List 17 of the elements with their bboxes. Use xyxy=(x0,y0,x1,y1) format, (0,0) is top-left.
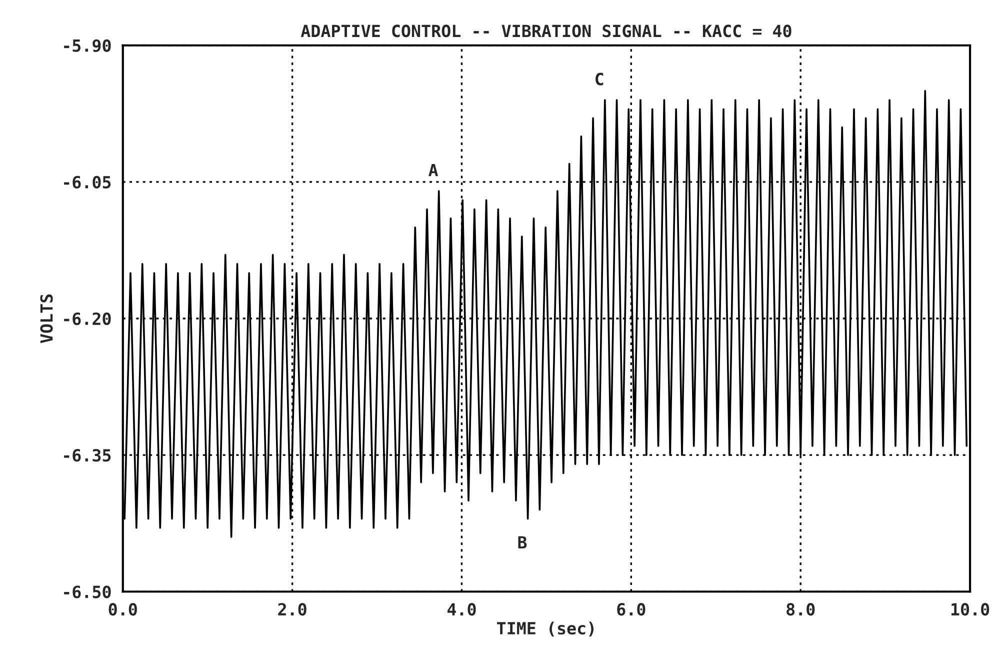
chart-title: ADAPTIVE CONTROL -- VIBRATION SIGNAL -- KACC = 40 xyxy=(300,24,792,38)
x-tick-label: 10.0 xyxy=(951,603,990,616)
x-tick-label: 2.0 xyxy=(278,603,306,616)
annotation: B xyxy=(518,536,527,548)
x-axis-title: TIME (sec) xyxy=(497,622,594,637)
x-tick-label: 8.0 xyxy=(786,603,815,616)
x-tick-label: 6.0 xyxy=(617,603,646,616)
y-tick-label: -6.05 xyxy=(64,176,111,189)
annotation: A xyxy=(428,164,438,176)
y-tick-label: -6.50 xyxy=(64,586,111,598)
y-tick-label: -6.20 xyxy=(64,312,111,326)
x-tick-label: 0.0 xyxy=(108,603,137,616)
y-tick-label: -5.90 xyxy=(64,39,111,52)
y-axis-title: VOLTS xyxy=(40,294,53,344)
annotation: C xyxy=(596,72,604,86)
y-tick-label: -6.35 xyxy=(64,449,111,462)
x-tick-label: 4.0 xyxy=(448,603,476,616)
